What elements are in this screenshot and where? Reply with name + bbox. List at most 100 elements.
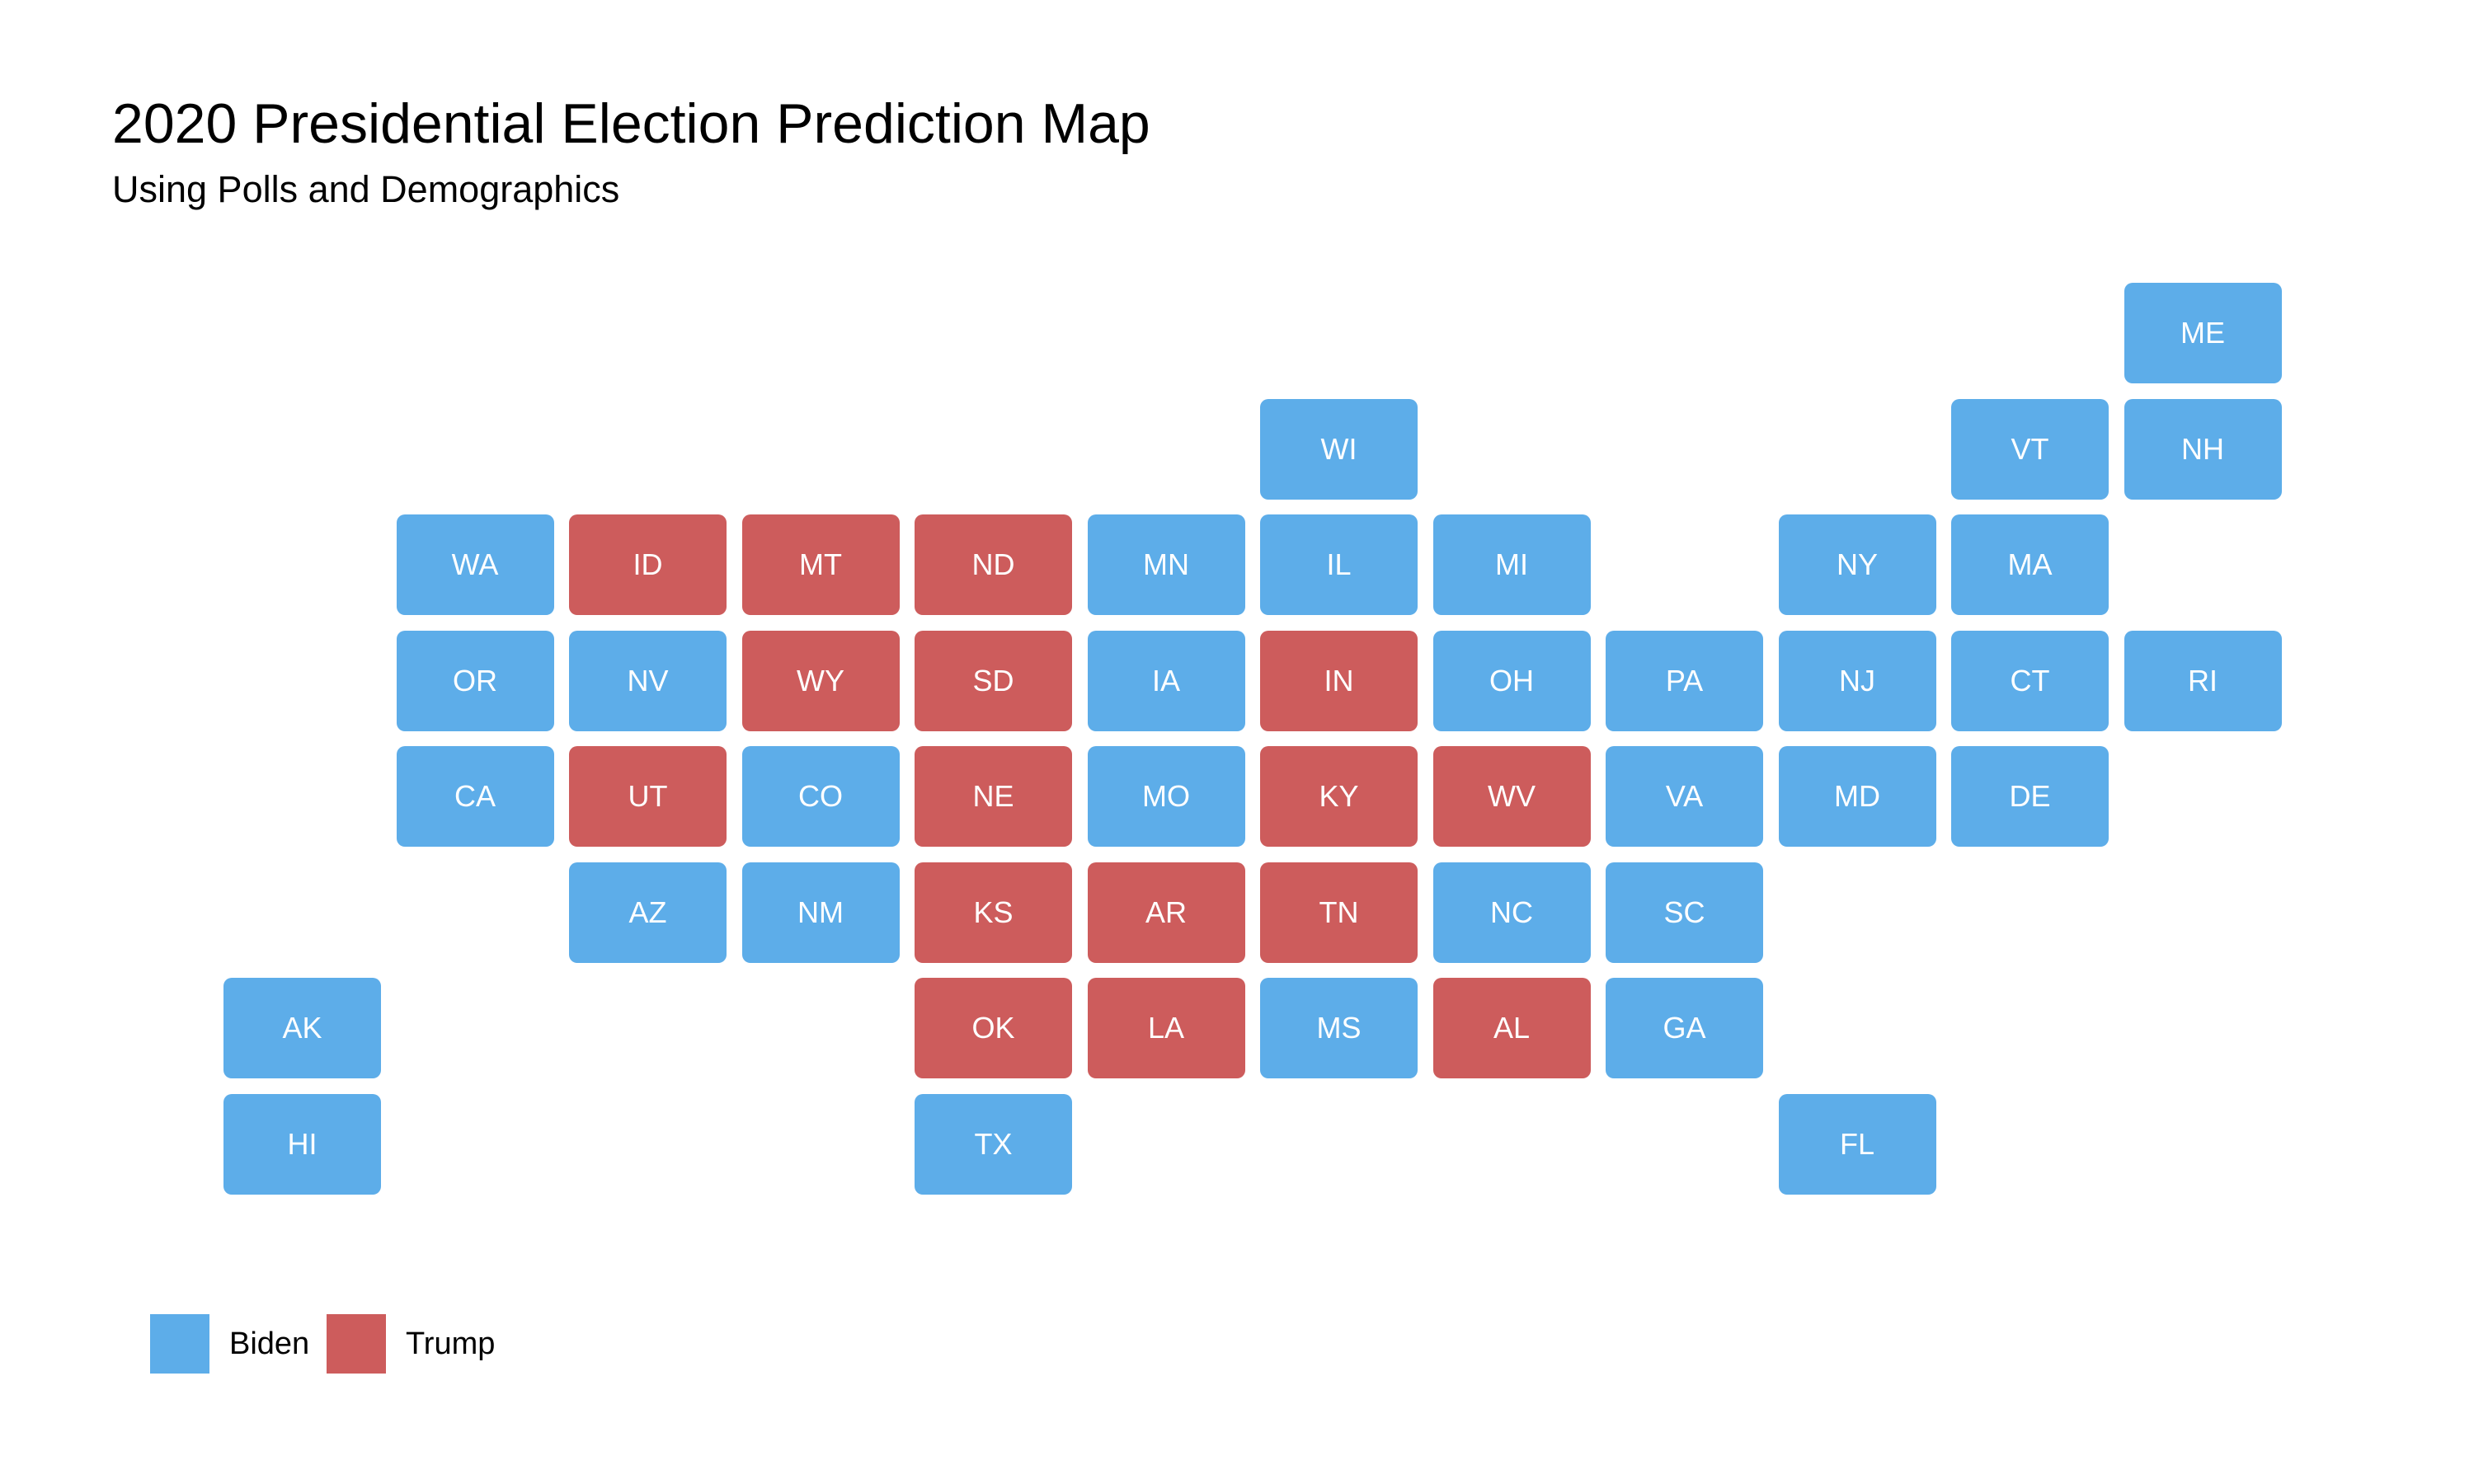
state-label: OK: [971, 1011, 1015, 1045]
state-tile-ky: KY: [1260, 746, 1418, 847]
state-tile-md: MD: [1778, 746, 1936, 847]
state-label: IN: [1324, 663, 1354, 697]
legend-swatch-biden: [150, 1314, 209, 1374]
state-tile-nc: NC: [1432, 862, 1591, 963]
state-label: NY: [1836, 547, 1878, 581]
state-label: MD: [1834, 779, 1880, 813]
state-tile-id: ID: [569, 514, 727, 615]
state-label: ND: [971, 547, 1015, 581]
state-label: CA: [454, 779, 496, 813]
state-label: IL: [1326, 547, 1352, 581]
state-tile-ks: KS: [915, 862, 1072, 963]
state-tile-ct: CT: [1951, 630, 2109, 731]
state-label: MI: [1495, 547, 1528, 581]
legend-swatch-trump: [327, 1314, 386, 1374]
state-tile-ny: NY: [1778, 514, 1936, 615]
state-label: DE: [2009, 779, 2051, 813]
state-label: TX: [974, 1126, 1013, 1161]
state-label: IA: [1151, 663, 1180, 697]
state-tile-ar: AR: [1087, 862, 1245, 963]
state-tile-vt: VT: [1951, 398, 2109, 500]
state-label: MT: [799, 547, 842, 581]
state-tile-mi: MI: [1432, 514, 1591, 615]
state-tile-va: VA: [1606, 746, 1763, 847]
state-label: RI: [2188, 663, 2218, 697]
state-label: NM: [797, 895, 844, 929]
state-label: HI: [287, 1126, 317, 1161]
state-label: NE: [972, 779, 1014, 813]
state-label: CT: [2010, 663, 2050, 697]
state-tile-wy: WY: [741, 630, 900, 731]
state-tile-tn: TN: [1260, 862, 1418, 963]
state-tile-il: IL: [1260, 514, 1418, 615]
state-tile-mo: MO: [1087, 746, 1245, 847]
state-tile-ga: GA: [1606, 978, 1763, 1078]
state-tile-wa: WA: [396, 514, 554, 615]
state-label: UT: [628, 779, 668, 813]
state-tile-nj: NJ: [1778, 630, 1936, 731]
state-label: PA: [1665, 663, 1704, 697]
state-tile-hi: HI: [223, 1093, 381, 1195]
legend-label-biden: Biden: [229, 1327, 310, 1361]
state-label: VA: [1665, 779, 1704, 813]
state-tile-la: LA: [1087, 978, 1245, 1078]
state-label: KS: [973, 895, 1014, 929]
state-tile-nm: NM: [741, 862, 900, 963]
state-label: NJ: [1839, 663, 1875, 697]
state-tile-sc: SC: [1606, 862, 1763, 963]
state-tile-ms: MS: [1260, 978, 1418, 1078]
state-label: OH: [1489, 663, 1534, 697]
state-tile-nh: NH: [2124, 398, 2282, 500]
state-label: AZ: [628, 895, 667, 929]
state-label: MO: [1142, 779, 1190, 813]
state-tile-ak: AK: [223, 978, 381, 1078]
state-tile-mn: MN: [1087, 514, 1245, 615]
state-label: AL: [1493, 1011, 1531, 1045]
state-tile-de: DE: [1951, 746, 2109, 847]
state-tile-ca: CA: [396, 746, 554, 847]
state-tile-ia: IA: [1087, 630, 1245, 731]
state-tile-wi: WI: [1260, 398, 1418, 500]
state-label: WI: [1320, 431, 1357, 466]
state-label: GA: [1663, 1011, 1706, 1045]
legend-label-trump: Trump: [406, 1327, 496, 1361]
state-label: TN: [1319, 895, 1359, 929]
state-tile-nd: ND: [915, 514, 1072, 615]
state-tile-pa: PA: [1606, 630, 1763, 731]
state-tile-tx: TX: [915, 1093, 1072, 1195]
state-label: SC: [1663, 895, 1705, 929]
state-tile-oh: OH: [1432, 630, 1591, 731]
state-label: WA: [451, 547, 499, 581]
state-label: CO: [798, 779, 843, 813]
state-tile-in: IN: [1260, 630, 1418, 731]
state-label: NV: [627, 663, 669, 697]
state-label: MN: [1143, 547, 1189, 581]
state-label: KY: [1319, 779, 1359, 813]
state-tile-ma: MA: [1951, 514, 2109, 615]
state-tile-ri: RI: [2124, 630, 2282, 731]
state-label: AK: [282, 1011, 322, 1045]
state-label: VT: [2011, 431, 2049, 466]
map-title: 2020 Presidential Election Prediction Ma…: [112, 92, 1150, 155]
state-label: WY: [797, 663, 844, 697]
state-label: NC: [1490, 895, 1533, 929]
map-subtitle: Using Polls and Demographics: [112, 168, 620, 210]
state-tile-nv: NV: [569, 630, 727, 731]
state-label: FL: [1839, 1126, 1874, 1161]
state-tile-ne: NE: [915, 746, 1072, 847]
state-tile-me: ME: [2124, 283, 2282, 383]
state-tile-sd: SD: [915, 630, 1072, 731]
state-label: ID: [633, 547, 663, 581]
state-tile-fl: FL: [1778, 1093, 1936, 1195]
state-label: OR: [453, 663, 497, 697]
state-label: AR: [1145, 895, 1187, 929]
state-tile-co: CO: [741, 746, 900, 847]
state-label: MA: [2007, 547, 2053, 581]
state-tile-al: AL: [1432, 978, 1591, 1078]
state-tile-ut: UT: [569, 746, 727, 847]
state-label: WV: [1488, 779, 1536, 813]
state-label: MS: [1316, 1011, 1362, 1045]
state-tile-or: OR: [396, 630, 554, 731]
state-label: NH: [2181, 431, 2224, 466]
